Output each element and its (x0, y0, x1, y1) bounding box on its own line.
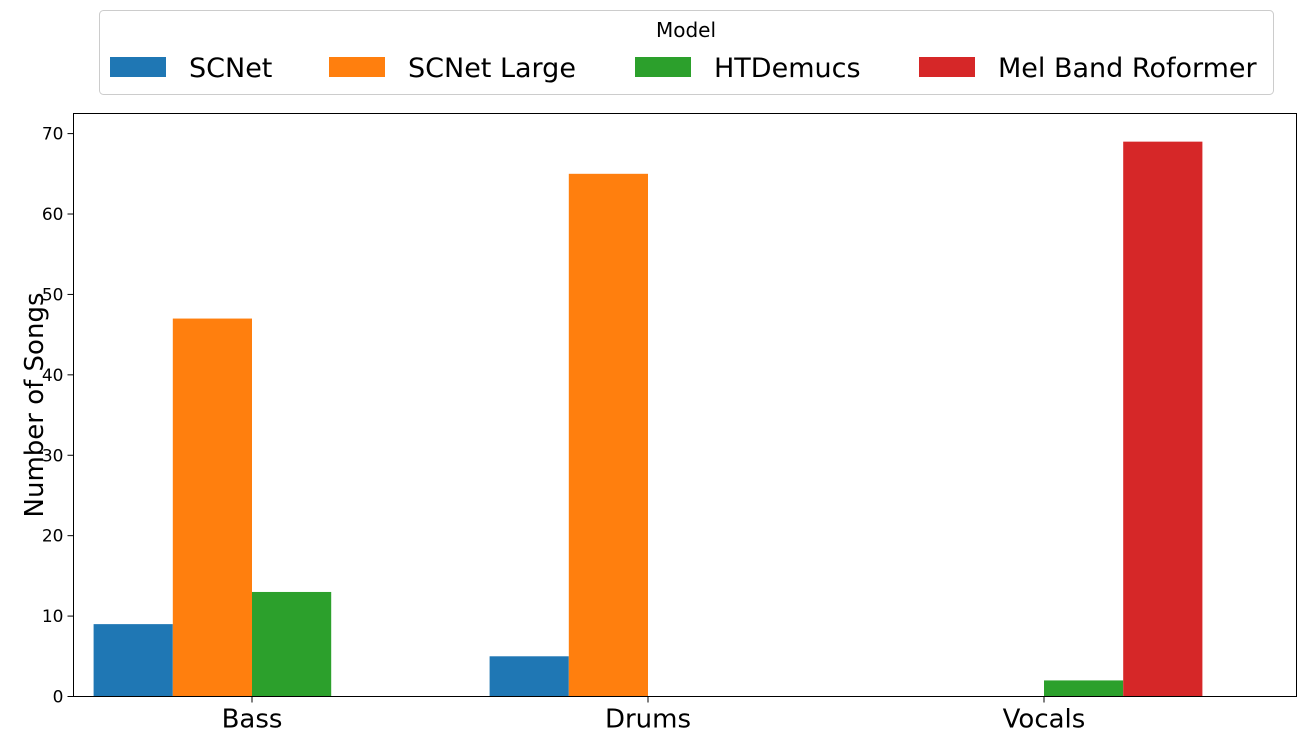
legend-frame (99, 10, 1274, 95)
y-tick-label: 60 (42, 205, 64, 225)
bar-vocals-mel-band-roformer (1123, 141, 1203, 697)
legend-swatch (635, 57, 691, 77)
bar-drums-scnet-large (568, 173, 648, 697)
bars (93, 141, 1203, 697)
y-tick-label: 10 (42, 607, 64, 627)
bar-drums-scnet (489, 656, 569, 697)
y-tick-label: 70 (42, 125, 64, 145)
x-tick-label: Bass (222, 705, 283, 735)
x-tick-label: Drums (605, 705, 691, 735)
y-tick-label: 30 (42, 446, 64, 466)
x-tick-label: Vocals (1003, 705, 1086, 735)
y-tick-label: 50 (42, 285, 64, 305)
legend: Model SCNet SCNet Large HTDemucs Mel Band R… (99, 10, 1274, 95)
legend-swatch (110, 57, 166, 77)
legend-label: HTDemucs (714, 53, 861, 84)
y-axis-label: Number of Songs (20, 293, 50, 518)
y-tick-label: 20 (42, 527, 64, 547)
x-axis-ticks: Bass Drums Vocals (222, 696, 1086, 735)
bar-vocals-htdemucs (1044, 680, 1124, 697)
legend-title: Model (656, 18, 716, 42)
legend-swatch (919, 57, 975, 77)
axes-frame (73, 113, 1297, 697)
legend-label: Mel Band Roformer (998, 53, 1258, 84)
legend-entries: SCNet SCNet Large HTDemucs Mel Band Roforme… (110, 53, 1258, 84)
legend-swatch (329, 57, 385, 77)
y-tick-label: 0 (53, 688, 64, 708)
bar-bass-htdemucs (252, 591, 332, 697)
legend-label: SCNet (189, 53, 272, 84)
plot-area: 0 10 20 30 40 50 60 70 Bass Drums Vocals (42, 113, 1297, 735)
y-tick-label: 40 (42, 366, 64, 386)
bar-bass-scnet-large (172, 318, 252, 697)
legend-label: SCNet Large (408, 53, 576, 84)
y-axis-ticks: 0 10 20 30 40 50 60 70 (42, 125, 74, 708)
bar-bass-scnet (93, 624, 173, 697)
